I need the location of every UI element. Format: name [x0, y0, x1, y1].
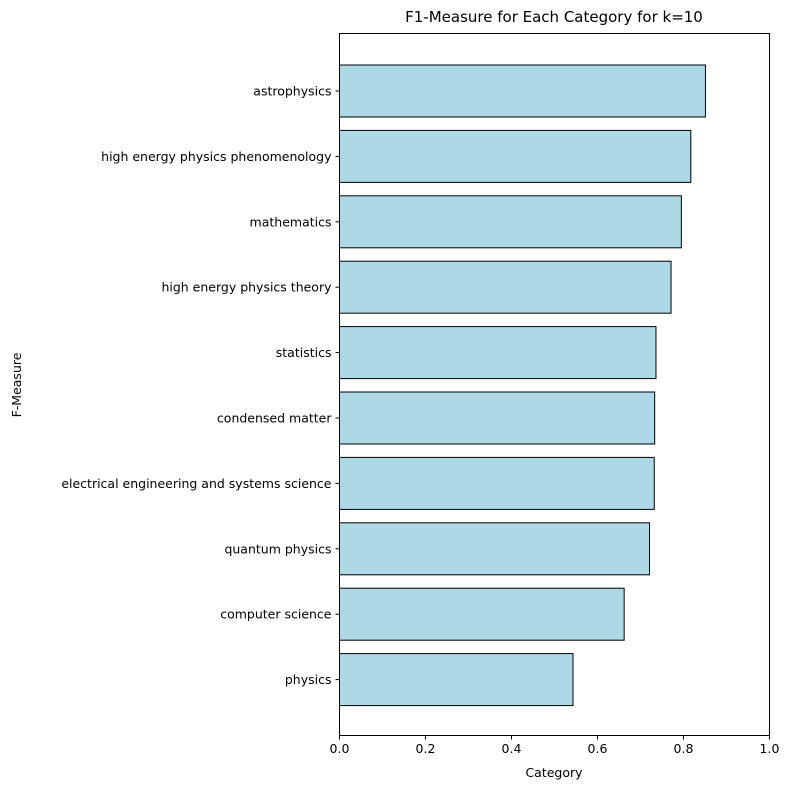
category-label: high energy physics phenomenology	[101, 149, 332, 164]
bars-layer	[339, 64, 706, 707]
y-axis: astrophysics high energy physics phenomen…	[61, 84, 340, 687]
category-label: condensed matter	[217, 411, 332, 426]
category-label: high energy physics theory	[161, 280, 332, 295]
plot-frame	[339, 33, 770, 736]
y-axis-label: F-Measure	[9, 352, 24, 417]
x-axis-label: Category	[525, 765, 583, 780]
bar	[339, 129, 692, 183]
category-label: physics	[285, 672, 332, 687]
bar	[339, 587, 625, 641]
category-label: electrical engineering and systems scien…	[61, 476, 331, 491]
x-tick-label: 0.2	[416, 741, 436, 756]
bar	[339, 653, 574, 707]
x-tick-label: 0.0	[330, 741, 350, 756]
x-axis: 0.0 0.2 0.4 0.6 0.8 1.0	[330, 735, 780, 756]
bar	[339, 326, 657, 380]
category-label: statistics	[276, 345, 332, 360]
category-label: computer science	[220, 607, 332, 622]
bar	[339, 64, 706, 118]
bar	[339, 391, 656, 445]
category-label: astrophysics	[253, 84, 331, 99]
x-tick-label: 0.8	[674, 741, 694, 756]
x-tick-label: 0.6	[588, 741, 608, 756]
bar	[339, 195, 682, 249]
category-label: quantum physics	[224, 541, 331, 556]
bar	[339, 522, 651, 576]
category-label: mathematics	[250, 214, 332, 229]
x-tick-label: 0.4	[502, 741, 522, 756]
bar	[339, 456, 655, 510]
bar	[339, 260, 672, 314]
chart-title: F1-Measure for Each Category for k=10	[405, 8, 703, 26]
x-tick-label: 1.0	[760, 741, 780, 756]
